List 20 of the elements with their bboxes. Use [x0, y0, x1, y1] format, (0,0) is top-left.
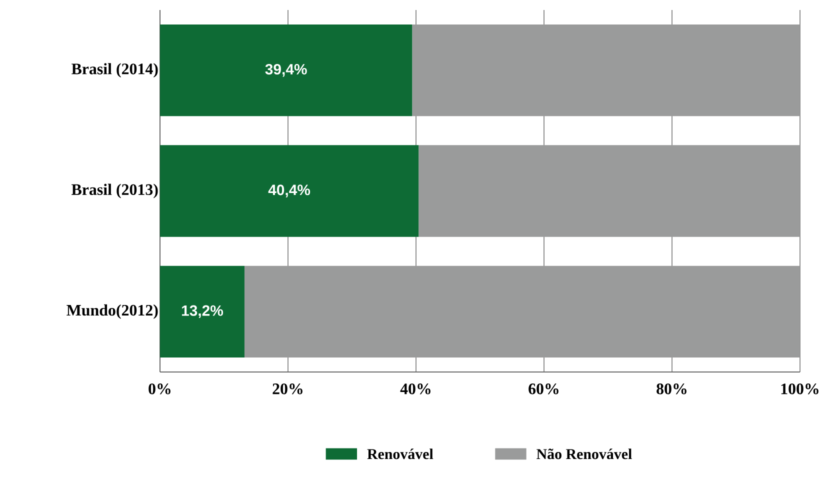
x-tick-label: 20%	[272, 383, 302, 394]
x-tick-label: 80%	[656, 383, 686, 394]
bar	[160, 266, 244, 358]
y-tick-label: Mundo(2012)	[66, 304, 158, 319]
x-tick-label: 40%	[400, 383, 430, 394]
x-tick-label: 0%	[148, 383, 170, 394]
bar	[418, 145, 800, 237]
x-tick-label: 100%	[781, 383, 818, 394]
data-label: 40,4%	[268, 184, 310, 198]
bar	[160, 145, 419, 237]
legend-label: Não Renovável	[536, 448, 632, 460]
bar	[412, 24, 800, 116]
data-label: 13,2%	[182, 305, 224, 318]
bar	[244, 266, 800, 358]
data-label: 39,4%	[265, 64, 307, 77]
bar	[160, 24, 412, 116]
x-tick-label: 60%	[528, 383, 558, 394]
y-tick-label: Brasil (2013)	[72, 184, 158, 198]
y-tick-label: Brasil (2014)	[72, 63, 158, 78]
legend-label: Renovável	[367, 448, 434, 460]
